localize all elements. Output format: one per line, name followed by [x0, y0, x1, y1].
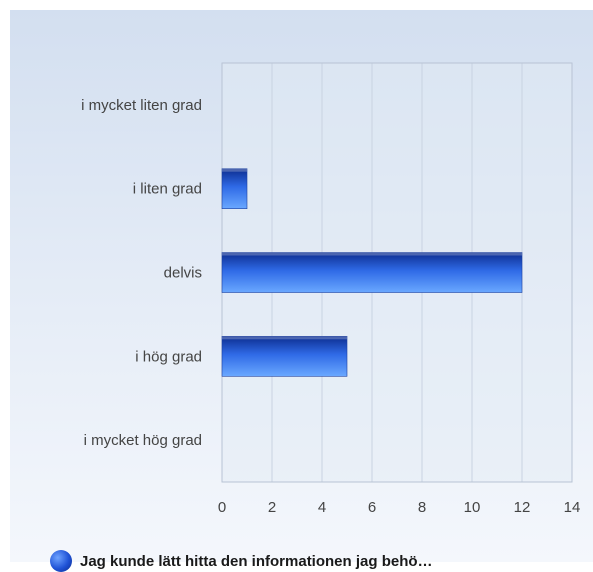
- category-label: i hög grad: [135, 348, 202, 365]
- legend-marker-icon: [50, 550, 72, 572]
- bar: [221, 252, 523, 293]
- x-tick-label: 10: [464, 499, 481, 516]
- x-tick-label: 2: [268, 499, 276, 516]
- bar-chart: 0 2 4 6 8 10 12 14 i mycket liten grad i liten gr…: [81, 62, 581, 516]
- chart-panel: 0 2 4 6 8 10 12 14 i mycket liten grad i liten gr…: [10, 10, 593, 572]
- bar-highlight: [222, 252, 522, 256]
- x-tick-label: 0: [218, 499, 226, 516]
- x-tick-label: 8: [418, 499, 426, 516]
- x-tick-label: 6: [368, 499, 376, 516]
- category-label: i liten grad: [133, 181, 202, 198]
- x-tick-label: 4: [318, 499, 326, 516]
- bar-highlight: [222, 336, 347, 340]
- bar-highlight: [222, 168, 247, 172]
- category-label: delvis: [164, 265, 202, 282]
- legend: Jag kunde lätt hitta den informationen j…: [50, 550, 433, 572]
- category-label: i mycket hög grad: [84, 432, 202, 449]
- x-tick-label: 14: [564, 499, 581, 516]
- x-tick-label: 12: [514, 499, 531, 516]
- bar: [221, 168, 248, 209]
- bar: [221, 335, 348, 377]
- category-label: i mycket liten grad: [81, 97, 202, 114]
- legend-label: Jag kunde lätt hitta den informationen j…: [80, 552, 433, 570]
